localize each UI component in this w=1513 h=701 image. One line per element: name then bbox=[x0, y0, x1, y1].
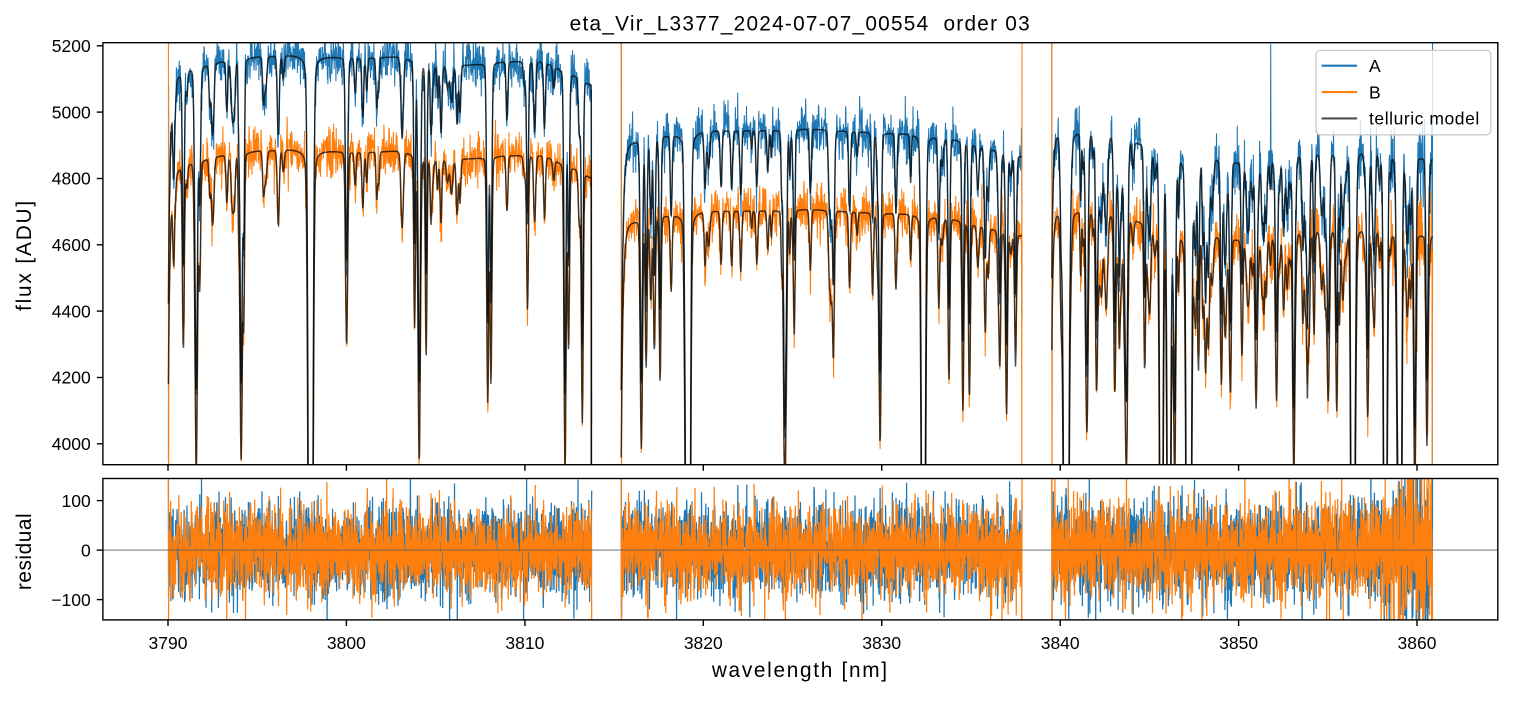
svg-text:5200: 5200 bbox=[52, 36, 91, 56]
svg-text:5000: 5000 bbox=[52, 102, 91, 122]
svg-text:3810: 3810 bbox=[505, 633, 544, 653]
svg-text:0: 0 bbox=[81, 540, 91, 560]
svg-text:3840: 3840 bbox=[1041, 633, 1080, 653]
svg-text:3790: 3790 bbox=[149, 633, 188, 653]
svg-text:3820: 3820 bbox=[684, 633, 723, 653]
svg-text:100: 100 bbox=[61, 491, 90, 511]
svg-text:flux [ADU]: flux [ADU] bbox=[13, 199, 36, 311]
svg-text:4000: 4000 bbox=[52, 434, 91, 454]
svg-text:−100: −100 bbox=[51, 590, 91, 610]
svg-text:3850: 3850 bbox=[1219, 633, 1258, 653]
svg-text:4600: 4600 bbox=[52, 235, 91, 255]
svg-text:3800: 3800 bbox=[327, 633, 366, 653]
svg-text:3830: 3830 bbox=[862, 633, 901, 653]
svg-text:wavelength [nm]: wavelength [nm] bbox=[711, 659, 889, 682]
svg-text:4200: 4200 bbox=[52, 368, 91, 388]
svg-text:residual: residual bbox=[13, 513, 36, 590]
svg-text:telluric model: telluric model bbox=[1369, 109, 1480, 129]
svg-text:A: A bbox=[1369, 56, 1381, 76]
svg-text:B: B bbox=[1369, 82, 1381, 102]
svg-text:4400: 4400 bbox=[52, 301, 91, 321]
svg-text:eta_Vir_L3377_2024-07-07_00554: eta_Vir_L3377_2024-07-07_00554 order 03 bbox=[570, 12, 1031, 35]
svg-text:4800: 4800 bbox=[52, 169, 91, 189]
svg-text:3860: 3860 bbox=[1398, 633, 1437, 653]
